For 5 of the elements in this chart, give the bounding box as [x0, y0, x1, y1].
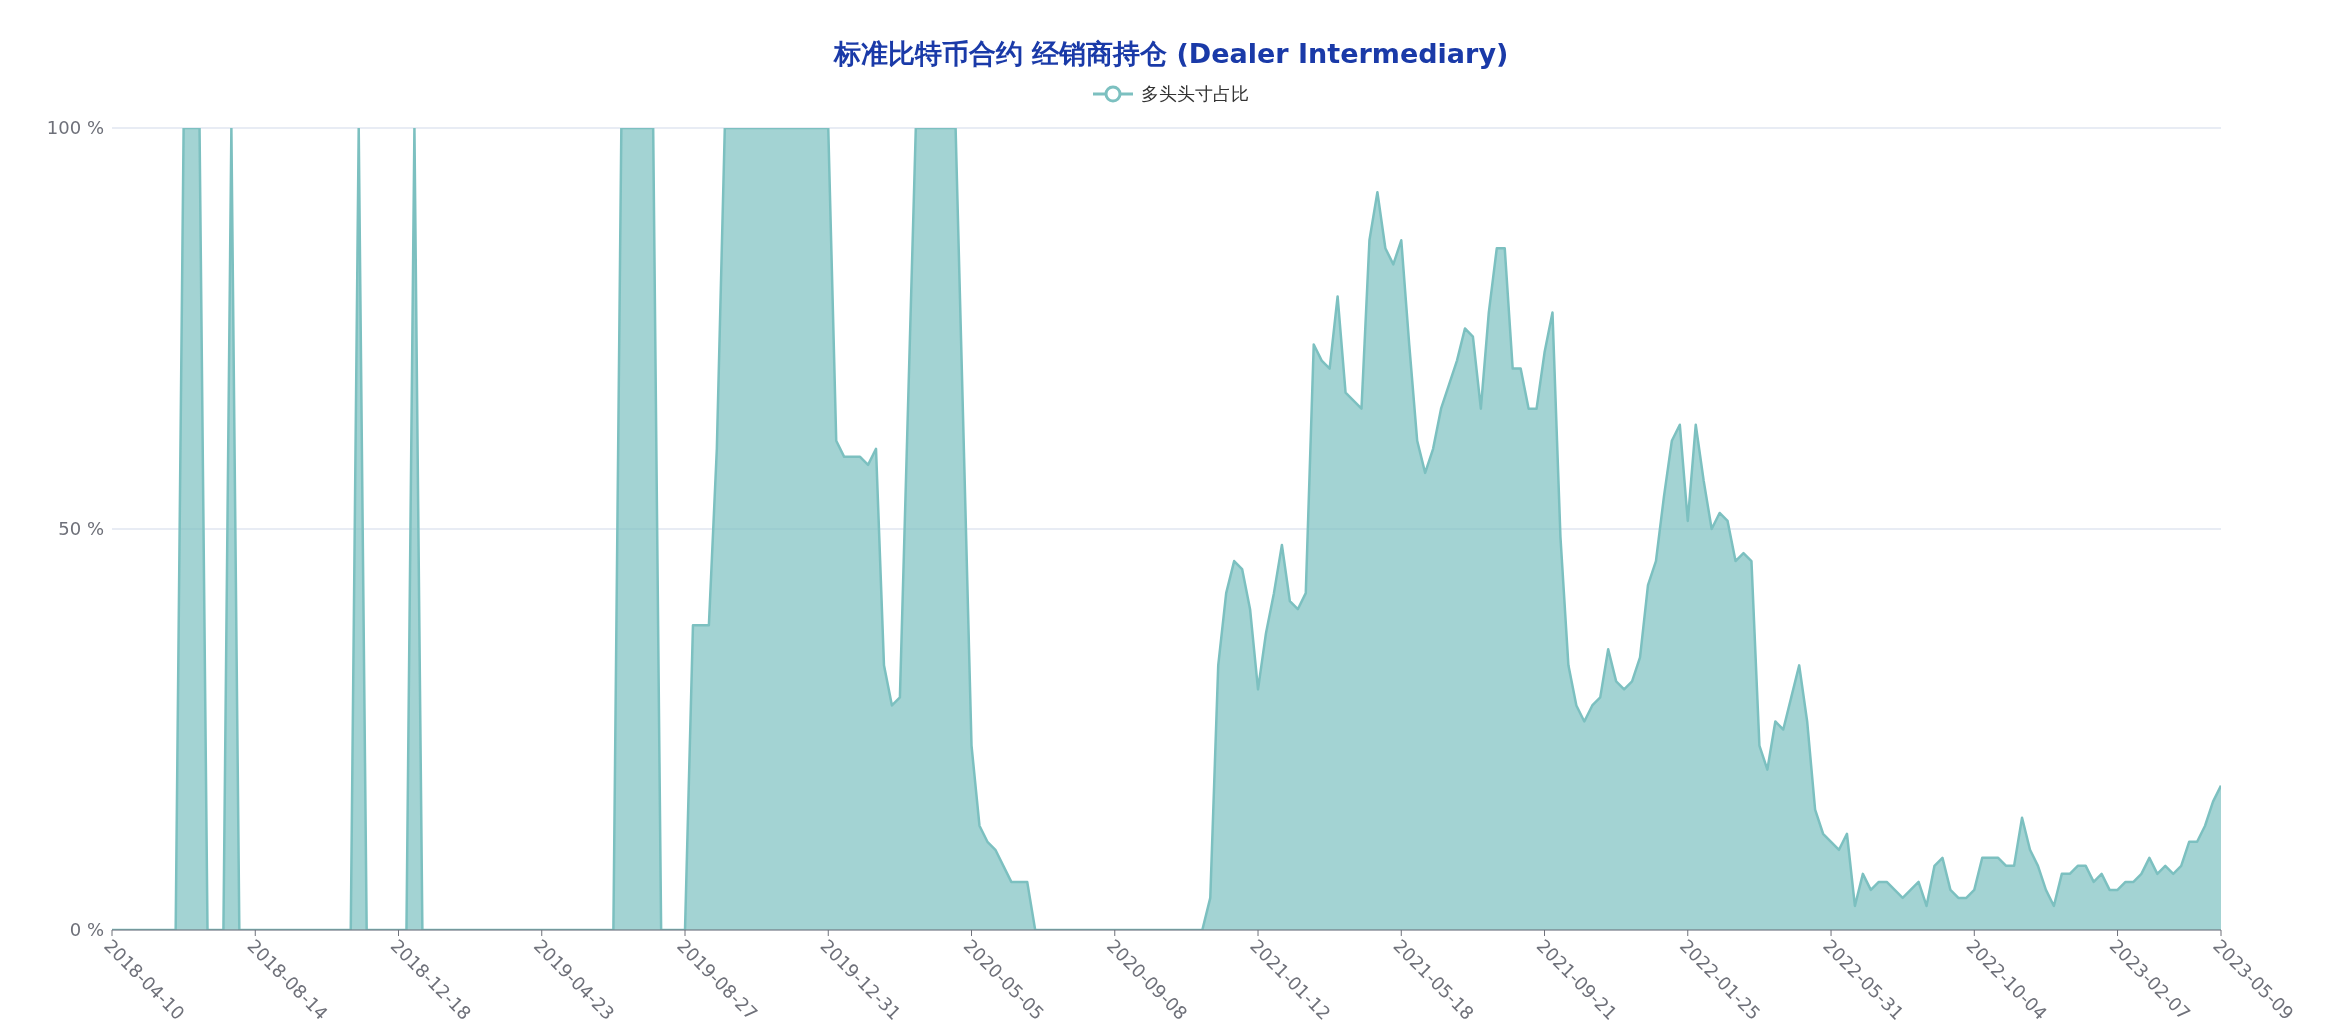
- legend-label: 多头头寸占比: [1141, 82, 1249, 106]
- y-tick-label: 100 %: [46, 117, 104, 139]
- chart-title: 标准比特币合约 经销商持仓 (Dealer Intermediary): [832, 37, 1510, 71]
- y-tick-label: 0 %: [69, 919, 104, 941]
- y-tick-label: 50 %: [58, 518, 104, 540]
